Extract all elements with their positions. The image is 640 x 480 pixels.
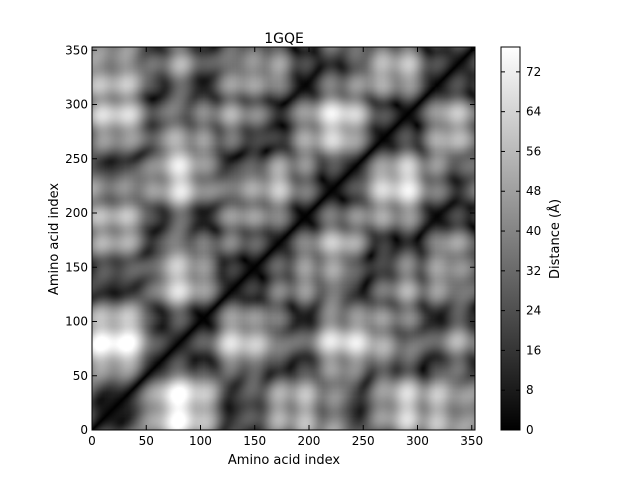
y-axis-label: Amino acid index	[47, 183, 62, 295]
colorbar-ticks: 0 8 16 24 32 40 48 56 64 72	[501, 65, 541, 437]
colorbar-tick-label: 48	[526, 184, 541, 198]
colorbar-tick-label: 0	[526, 423, 534, 437]
x-axis-label: Amino acid index	[228, 453, 340, 468]
x-tick-label: 0	[88, 434, 96, 448]
plot-frame	[91, 46, 476, 431]
y-tick-label: 350	[65, 43, 88, 57]
x-tick-label: 250	[352, 434, 375, 448]
y-tick-label: 300	[65, 98, 88, 112]
y-axis-ticks: 0 50 100 150 200 250 300 350	[65, 43, 475, 437]
colorbar-tick-label: 16	[526, 343, 541, 357]
colorbar-tick-label: 64	[526, 105, 541, 119]
colorbar-tick-label: 40	[526, 224, 541, 238]
y-tick-label: 100	[65, 315, 88, 329]
y-tick-label: 0	[80, 423, 88, 437]
heatmap-image	[92, 47, 475, 430]
colorbar-tick-label: 32	[526, 264, 541, 278]
colorbar-tick-label: 72	[526, 65, 541, 79]
colorbar-gradient	[500, 46, 521, 431]
y-tick-label: 200	[65, 206, 88, 220]
x-tick-label: 200	[298, 434, 321, 448]
colorbar-tick-label: 8	[526, 383, 534, 397]
x-tick-label: 100	[189, 434, 212, 448]
colorbar-tick-label: 56	[526, 144, 541, 158]
y-tick-label: 150	[65, 260, 88, 274]
colorbar-tick-label: 24	[526, 304, 541, 318]
colorbar-label: Distance (Å)	[547, 199, 563, 279]
y-tick-label: 250	[65, 152, 88, 166]
x-tick-label: 150	[243, 434, 266, 448]
chart-title: 1GQE	[264, 31, 304, 47]
x-axis-ticks: 0 50 100 150 200 250 300 350	[88, 47, 483, 448]
y-tick-label: 50	[73, 369, 88, 383]
x-tick-label: 50	[139, 434, 154, 448]
x-tick-label: 300	[406, 434, 429, 448]
x-tick-label: 350	[460, 434, 483, 448]
heatmap-plot	[91, 46, 476, 431]
colorbar: 0 8 16 24 32 40 48 56 64 72 Distance (Å)	[500, 46, 563, 437]
